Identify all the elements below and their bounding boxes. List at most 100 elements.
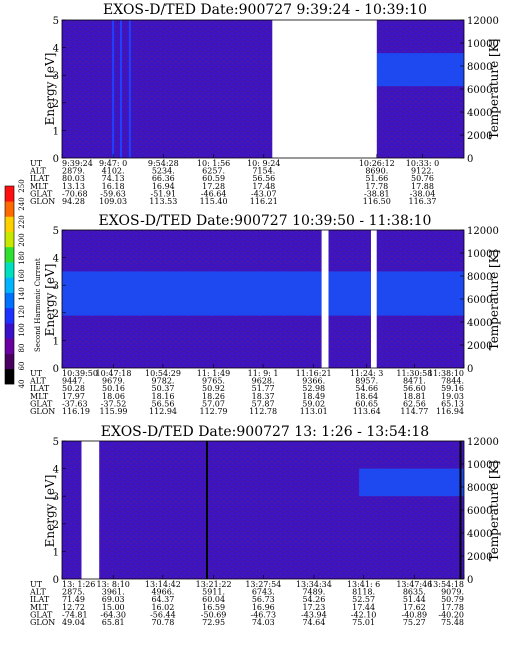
colorbar-segment bbox=[5, 368, 14, 385]
orbit-cell: 51.44 bbox=[403, 595, 426, 604]
orbit-row-label: GLON bbox=[30, 407, 55, 416]
y2-tick-label: 6000 bbox=[467, 85, 492, 96]
orbit-cell: 13:41: 6 bbox=[347, 580, 380, 589]
orbit-cell: -37.52 bbox=[101, 399, 127, 408]
colorbar-segment bbox=[5, 201, 14, 217]
y-tick-label: 5 bbox=[53, 226, 59, 237]
orbit-cell: 9:54:28 bbox=[148, 159, 179, 168]
orbit-cell: 18.06 bbox=[102, 392, 125, 401]
orbit-cell: 15.00 bbox=[102, 603, 125, 612]
orbit-cell: 17.97 bbox=[62, 392, 85, 401]
orbit-row-label: GLAT bbox=[30, 610, 53, 619]
orbit-cell: 115.40 bbox=[200, 197, 228, 206]
orbit-cell: 10:26:12 bbox=[359, 159, 395, 168]
orbit-cell: 4102. bbox=[102, 167, 125, 176]
colorbar-tick-label: 120 bbox=[18, 305, 26, 318]
orbit-cell: 16.96 bbox=[252, 603, 275, 612]
orbit-cell: 9:47: 0 bbox=[99, 159, 127, 168]
orbit-row-label: UT bbox=[30, 580, 43, 589]
orbit-cell: 13:54:18 bbox=[428, 580, 464, 589]
orbit-cell: -70.68 bbox=[62, 189, 88, 198]
orbit-cell: 9079. bbox=[441, 588, 464, 597]
y2-tick-label: 10000 bbox=[467, 39, 499, 50]
colorbar-frame bbox=[4, 185, 15, 385]
y-tick-label: 1 bbox=[53, 336, 59, 347]
orbit-cell: 18.16 bbox=[152, 392, 175, 401]
orbit-cell: 13: 1:26 bbox=[62, 580, 95, 589]
orbit-cell: 60.04 bbox=[202, 595, 225, 604]
orbit-row-label: GLAT bbox=[30, 189, 53, 198]
orbit-cell: 49.04 bbox=[62, 618, 85, 627]
orbit-cell: 116.19 bbox=[62, 407, 90, 416]
orbit-cell: 113.01 bbox=[300, 407, 328, 416]
orbit-cell: 50.37 bbox=[152, 384, 175, 393]
orbit-cell: 16.02 bbox=[151, 603, 174, 612]
orbit-cell: 18.37 bbox=[252, 392, 275, 401]
orbit-cell: -37.63 bbox=[62, 399, 88, 408]
orbit-cell: 70.78 bbox=[151, 618, 174, 627]
colorbar-segment bbox=[5, 353, 14, 370]
spike-line bbox=[120, 20, 122, 158]
orbit-cell: 74.03 bbox=[252, 618, 275, 627]
y2-tick-label: 0 bbox=[467, 364, 473, 375]
colorbar-tick-label: 250 bbox=[18, 179, 26, 192]
y2-tick-label: 8000 bbox=[467, 483, 492, 494]
colorbar-tick-label: 140 bbox=[18, 287, 26, 300]
orbit-cell: 18.81 bbox=[403, 392, 426, 401]
y2-tick-label: 2000 bbox=[467, 131, 492, 142]
orbit-cell: 64.37 bbox=[151, 595, 174, 604]
temperature-band bbox=[359, 468, 464, 497]
panel-1-ylabel: Energy [eV] bbox=[43, 53, 57, 126]
orbit-row-label: ILAT bbox=[30, 174, 50, 183]
orbit-cell: -46.73 bbox=[250, 610, 276, 619]
orbit-cell: 66.36 bbox=[152, 174, 175, 183]
y-tick-label: 2 bbox=[53, 309, 59, 320]
orbit-cell: 116.50 bbox=[363, 197, 391, 206]
orbit-cell: 6743. bbox=[252, 588, 275, 597]
orbit-cell: 8635. bbox=[403, 588, 426, 597]
orbit-cell: 18.49 bbox=[302, 392, 325, 401]
y-tick-label: 2 bbox=[53, 520, 59, 531]
colorbar-segment bbox=[5, 262, 14, 278]
panel-3-ylabel: Energy [eV] bbox=[43, 475, 57, 548]
orbit-cell: 72.95 bbox=[202, 618, 225, 627]
orbit-cell: -38.04 bbox=[410, 189, 436, 198]
orbit-cell: 2875. bbox=[62, 588, 85, 597]
orbit-cell: -64.30 bbox=[100, 610, 126, 619]
orbit-cell: 52.98 bbox=[302, 384, 325, 393]
panel-3-title: EXOS-D/TED Date:900727 13: 1:26 - 13:54:… bbox=[101, 424, 429, 440]
orbit-cell: 3961. bbox=[102, 588, 125, 597]
orbit-cell: 13.13 bbox=[62, 182, 85, 191]
colorbar-tick-label: 100 bbox=[18, 323, 26, 336]
temperature-band bbox=[62, 271, 464, 316]
colorbar-segment bbox=[5, 186, 14, 202]
orbit-cell: 17.28 bbox=[202, 182, 225, 191]
data-gap bbox=[272, 20, 377, 158]
y-tick-label: 3 bbox=[53, 71, 59, 82]
y2-tick-label: 6000 bbox=[467, 295, 492, 306]
data-gap bbox=[371, 230, 377, 368]
orbit-row-label: MLT bbox=[30, 603, 49, 612]
colorbar: 40 60 80 100 120 140 160 180 200 220 240 250 Second… bbox=[4, 179, 42, 388]
orbit-cell: 13:14:42 bbox=[145, 580, 181, 589]
orbit-cell: 74.64 bbox=[302, 618, 325, 627]
orbit-cell: 13:27:54 bbox=[245, 580, 281, 589]
y2-tick-label: 12000 bbox=[467, 226, 499, 237]
orbit-cell: 17.23 bbox=[302, 603, 325, 612]
orbit-cell: 13:34:34 bbox=[296, 580, 332, 589]
colorbar-segment bbox=[5, 338, 14, 354]
colorbar-segment bbox=[5, 277, 14, 293]
y2-tick-label: 4000 bbox=[467, 108, 492, 119]
y2-tick-label: 12000 bbox=[467, 437, 499, 448]
orbit-cell: 74.13 bbox=[102, 174, 125, 183]
orbit-cell: 75.01 bbox=[352, 618, 375, 627]
orbit-row-label: ALT bbox=[29, 377, 46, 386]
orbit-cell: 112.94 bbox=[149, 407, 177, 416]
orbit-cell: 11: 1:49 bbox=[197, 369, 230, 378]
orbit-cell: 9765. bbox=[202, 377, 225, 386]
colorbar-tick-label: 160 bbox=[18, 269, 26, 282]
orbit-cell: 13:47:46 bbox=[396, 580, 432, 589]
colorbar-segment bbox=[5, 307, 14, 324]
colorbar-tick-label: 80 bbox=[18, 344, 26, 353]
orbit-cell: -56.44 bbox=[150, 610, 176, 619]
